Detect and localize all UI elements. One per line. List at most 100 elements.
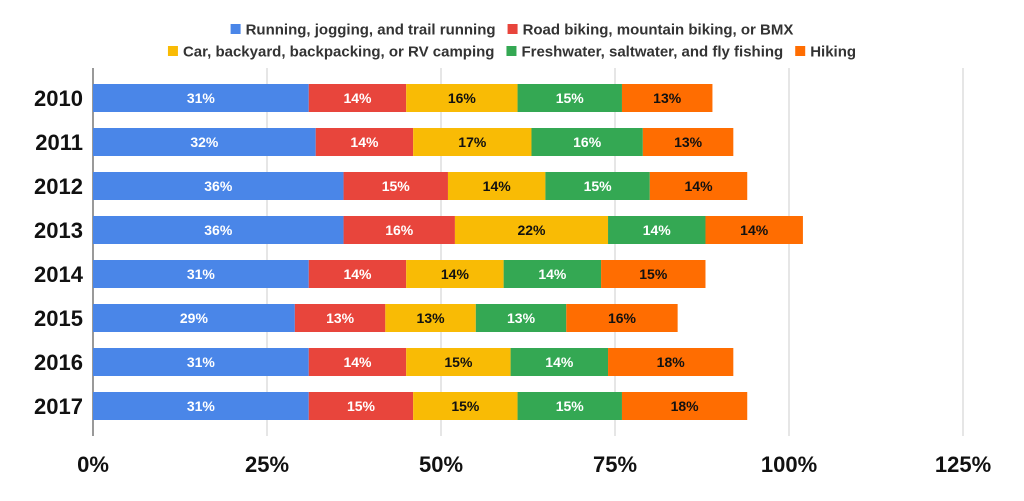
bar-segment[interactable]	[510, 348, 609, 376]
bar-segment[interactable]	[545, 172, 650, 200]
legend-swatch	[167, 46, 178, 56]
legend-item[interactable]: Freshwater, saltwater, and fly fishing	[506, 44, 783, 61]
bar-row-2013	[93, 216, 803, 244]
bar-segment[interactable]	[705, 216, 803, 244]
data-label: 18%	[657, 354, 686, 370]
legend-item[interactable]: Car, backyard, backpacking, or RV campin…	[167, 44, 495, 61]
bar-segment[interactable]	[308, 392, 414, 420]
data-label: 14%	[643, 222, 672, 238]
bar-segment[interactable]	[601, 260, 706, 288]
bar-segment[interactable]	[93, 392, 309, 420]
bar-segment[interactable]	[621, 392, 748, 420]
data-label: 14%	[343, 354, 372, 370]
bar-segment[interactable]	[447, 172, 546, 200]
data-label: 16%	[608, 310, 637, 326]
bar-segment[interactable]	[413, 128, 532, 156]
bar-segment[interactable]	[93, 260, 309, 288]
data-label: 14%	[343, 266, 372, 282]
data-label: 13%	[326, 310, 355, 326]
bar-segment[interactable]	[517, 392, 622, 420]
data-label: 13%	[417, 310, 446, 326]
data-label: 22%	[517, 222, 546, 238]
data-label: 31%	[187, 354, 216, 370]
bar-segment[interactable]	[308, 84, 407, 112]
data-label: 14%	[343, 90, 372, 106]
bar-segment[interactable]	[93, 172, 344, 200]
bar-segment[interactable]	[531, 128, 643, 156]
bar-segment[interactable]	[454, 216, 609, 244]
category-axis: 2010 2011 2012 2013 2014 2015 2016 2017	[34, 86, 84, 419]
legend-label: Road biking, mountain biking, or BMX	[523, 22, 794, 39]
bar-segment[interactable]	[621, 84, 713, 112]
category-label: 2013	[34, 218, 83, 243]
legend-swatch	[507, 24, 518, 34]
data-label: 13%	[507, 310, 536, 326]
legend-item[interactable]: Hiking	[795, 44, 856, 61]
bar-segment[interactable]	[566, 304, 678, 332]
bar-segment[interactable]	[475, 304, 567, 332]
bar-row-2010	[93, 84, 713, 112]
legend-swatch	[506, 46, 517, 56]
data-label: 14%	[538, 266, 567, 282]
bar-segment[interactable]	[343, 172, 448, 200]
category-label: 2012	[34, 174, 83, 199]
bar-segment[interactable]	[315, 128, 414, 156]
bar-row-2011	[93, 128, 734, 156]
bar-segment[interactable]	[649, 172, 748, 200]
x-tick-label: 50%	[419, 452, 463, 477]
x-tick-label: 0%	[77, 452, 109, 477]
bar-segment[interactable]	[93, 128, 316, 156]
legend-label: Car, backyard, backpacking, or RV campin…	[183, 44, 495, 61]
data-label: 15%	[347, 398, 376, 414]
category-label: 2016	[34, 350, 83, 375]
bar-segment[interactable]	[93, 304, 295, 332]
data-label: 15%	[382, 178, 411, 194]
bar-segment[interactable]	[503, 260, 602, 288]
data-label: 14%	[740, 222, 769, 238]
bar-segment[interactable]	[406, 348, 511, 376]
data-label: 36%	[204, 222, 233, 238]
data-label: 14%	[350, 134, 379, 150]
data-label: 32%	[190, 134, 219, 150]
bar-row-2016	[93, 348, 734, 376]
bar-segment[interactable]	[406, 260, 504, 288]
bar-segment[interactable]	[93, 216, 344, 244]
bars	[93, 84, 803, 420]
legend-item[interactable]: Road biking, mountain biking, or BMX	[507, 22, 794, 39]
data-label: 29%	[180, 310, 209, 326]
bar-segment[interactable]	[294, 304, 386, 332]
data-label: 31%	[187, 266, 216, 282]
bar-segment[interactable]	[93, 348, 309, 376]
bar-segment[interactable]	[93, 84, 309, 112]
bar-segment[interactable]	[642, 128, 734, 156]
x-tick-label: 25%	[245, 452, 289, 477]
data-label: 14%	[483, 178, 512, 194]
category-label: 2015	[34, 306, 83, 331]
bar-segment[interactable]	[308, 348, 407, 376]
x-tick-label: 100%	[761, 452, 817, 477]
data-label: 15%	[639, 266, 668, 282]
data-label: 36%	[204, 178, 233, 194]
gridlines	[92, 68, 964, 436]
bar-segment[interactable]	[608, 216, 706, 244]
data-label: 16%	[573, 134, 602, 150]
bar-row-2015	[93, 304, 678, 332]
data-label: 31%	[187, 90, 216, 106]
data-label: 18%	[671, 398, 700, 414]
data-label: 13%	[653, 90, 682, 106]
bar-segment[interactable]	[413, 392, 518, 420]
bar-segment[interactable]	[343, 216, 455, 244]
bar-segment[interactable]	[385, 304, 476, 332]
bar-segment[interactable]	[406, 84, 518, 112]
legend-item[interactable]: Running, jogging, and trail running	[230, 22, 496, 39]
value-axis: 0% 25% 50% 75% 100% 125%	[77, 452, 991, 477]
bar-segment[interactable]	[308, 260, 407, 288]
data-label: 15%	[556, 398, 585, 414]
data-label: 15%	[444, 354, 473, 370]
legend-label: Hiking	[810, 44, 856, 61]
bar-segment[interactable]	[517, 84, 622, 112]
bar-row-2017	[93, 392, 748, 420]
bar-segment[interactable]	[608, 348, 734, 376]
